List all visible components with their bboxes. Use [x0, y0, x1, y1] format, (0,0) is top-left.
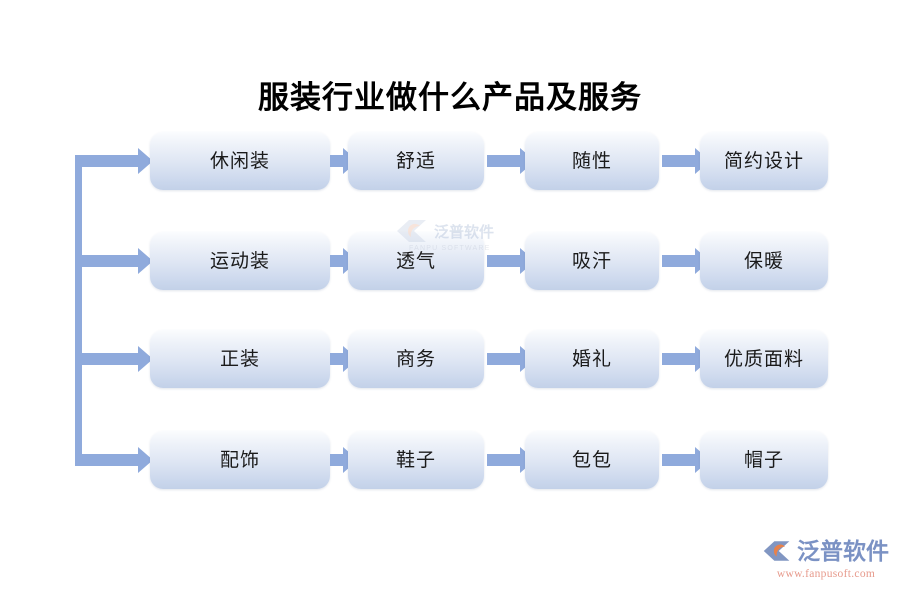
node-label: 婚礼 [571, 348, 612, 370]
node-row2-col1[interactable]: 商务 [348, 330, 484, 388]
node-row3-col1[interactable]: 鞋子 [348, 431, 484, 489]
node-label: 运动装 [209, 250, 270, 272]
node-label: 优质面料 [723, 348, 804, 370]
node-label: 商务 [395, 348, 436, 370]
fanpu-logo-icon [763, 541, 790, 561]
node-row0-col2[interactable]: 随性 [525, 132, 659, 190]
node-row3-col2[interactable]: 包包 [525, 431, 659, 489]
arrow-spine-to-row-1 [75, 248, 153, 274]
arrow-spine-to-row-3 [75, 447, 153, 473]
node-label: 透气 [395, 250, 436, 272]
node-label: 配饰 [219, 449, 260, 471]
node-label: 吸汗 [571, 250, 612, 272]
node-row1-col2[interactable]: 吸汗 [525, 232, 659, 290]
node-label: 包包 [571, 449, 612, 471]
brand-logo-url: www.fanpusoft.com [776, 568, 876, 580]
node-label: 简约设计 [723, 150, 804, 172]
node-row2-col0[interactable]: 正装 [150, 330, 330, 388]
node-row0-col3[interactable]: 简约设计 [700, 132, 828, 190]
arrow-spine-to-row-0 [75, 148, 153, 174]
node-row1-col0[interactable]: 运动装 [150, 232, 330, 290]
node-row3-col3[interactable]: 帽子 [700, 431, 828, 489]
node-label: 保暖 [743, 250, 784, 272]
node-row0-col0[interactable]: 休闲装 [150, 132, 330, 190]
node-label: 随性 [571, 150, 612, 172]
node-label: 休闲装 [209, 150, 270, 172]
node-row0-col1[interactable]: 舒适 [348, 132, 484, 190]
node-label: 鞋子 [395, 449, 436, 471]
arrow-spine-to-row-2 [75, 346, 153, 372]
spine-connector [75, 155, 82, 465]
brand-logo-label: 泛普软件 [797, 537, 889, 564]
page-title: 服装行业做什么产品及服务 [258, 80, 642, 115]
brand-logo: 泛普软件 www.fanpusoft.com [762, 538, 892, 588]
node-row1-col3[interactable]: 保暖 [700, 232, 828, 290]
node-row3-col0[interactable]: 配饰 [150, 431, 330, 489]
node-label: 正装 [219, 348, 260, 370]
node-row1-col1[interactable]: 透气 [348, 232, 484, 290]
node-row2-col3[interactable]: 优质面料 [700, 330, 828, 388]
node-label: 舒适 [395, 150, 436, 172]
node-label: 帽子 [743, 449, 784, 471]
node-row2-col2[interactable]: 婚礼 [525, 330, 659, 388]
